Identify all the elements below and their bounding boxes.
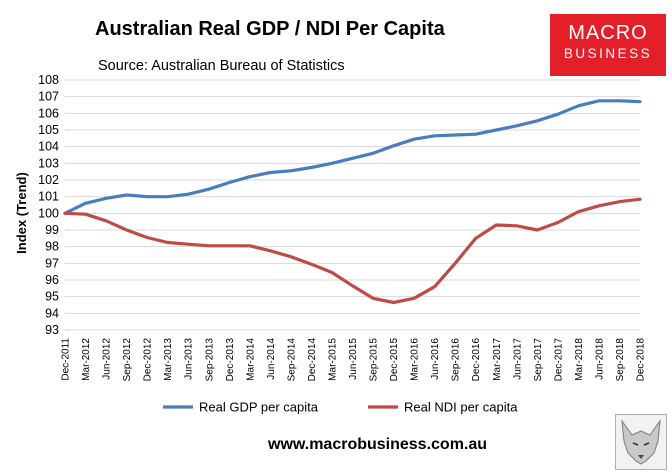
x-tick-label: Sep-2015 [369,338,380,382]
legend-label-1: Real GDP per capita [199,400,319,415]
x-tick-label: Sep-2018 [615,338,626,382]
x-tick-label: Dec-2012 [143,338,154,382]
x-tick-label: Jun-2013 [184,338,195,380]
y-axis-label: Index (Trend) [14,172,29,254]
x-tick-label: Jun-2014 [266,338,277,380]
y-tick-label: 106 [38,106,59,120]
y-tick-label: 101 [38,190,59,204]
y-tick-label: 96 [45,273,59,287]
y-tick-label: 95 [45,290,59,304]
x-tick-label: Sep-2013 [204,338,215,382]
x-tick-label: Dec-2018 [636,338,647,382]
x-tick-label: Dec-2015 [389,338,400,382]
y-tick-label: 99 [45,223,59,237]
y-tick-label: 104 [38,140,59,154]
y-tick-label: 94 [45,306,59,320]
y-tick-label: 100 [38,206,59,220]
x-tick-label: Jun-2017 [512,338,523,380]
y-tick-label: 105 [38,123,59,137]
y-axis-ticks: 93 94 95 96 97 98 99 100 101 102 103 104 105 106 107 10… [38,73,59,337]
logo-line-1: MACRO [568,22,648,44]
x-tick-label: Jun-2015 [348,338,359,380]
x-tick-label: Sep-2017 [533,338,544,382]
x-tick-label: Mar-2018 [574,338,585,381]
logo-line-2: BUSINESS [563,46,653,61]
x-tick-label: Mar-2015 [327,338,338,381]
x-tick-label: Sep-2016 [451,338,462,382]
footer-url: www.macrobusiness.com.au [268,436,488,453]
x-tick-label: Mar-2013 [163,338,174,381]
x-tick-label: Mar-2012 [81,338,92,381]
x-tick-label: Jun-2016 [430,338,441,380]
x-tick-label: Jun-2012 [102,338,113,380]
macrobusiness-logo: MACRO BUSINESS [550,14,666,76]
wolf-icon [615,414,667,470]
chart-title: Australian Real GDP / NDI Per Capita [95,18,445,40]
x-tick-label: Dec-2014 [307,338,318,382]
y-tick-label: 103 [38,156,59,170]
x-tick-label: Sep-2012 [122,338,133,382]
x-axis-ticks: Dec-2011 Mar-2012 Jun-2012 Sep-2012 Dec-2012… [61,338,647,382]
series-line-1 [63,99,642,215]
y-tick-label: 93 [45,323,59,337]
x-tick-label: Mar-2016 [410,338,421,381]
x-tick-label: Sep-2014 [286,338,297,382]
series-lines [63,99,642,305]
legend: Real GDP per capita Real NDI per capita [163,400,518,415]
legend-label-2: Real NDI per capita [404,400,518,415]
y-tick-label: 102 [38,173,59,187]
y-tick-label: 108 [38,73,59,87]
chart-subtitle: Source: Australian Bureau of Statistics [98,58,345,74]
gridlines [65,79,640,331]
x-tick-label: Dec-2011 [61,338,72,381]
y-tick-label: 107 [38,90,59,104]
series-line-2 [63,197,642,305]
x-tick-label: Dec-2016 [471,338,482,382]
y-tick-label: 97 [45,256,59,270]
x-tick-label: Dec-2013 [225,338,236,382]
x-tick-label: Mar-2014 [245,338,256,381]
x-tick-label: Mar-2017 [492,338,503,381]
x-tick-label: Dec-2017 [553,338,564,382]
x-tick-label: Jun-2018 [594,338,605,380]
y-tick-label: 98 [45,240,59,254]
